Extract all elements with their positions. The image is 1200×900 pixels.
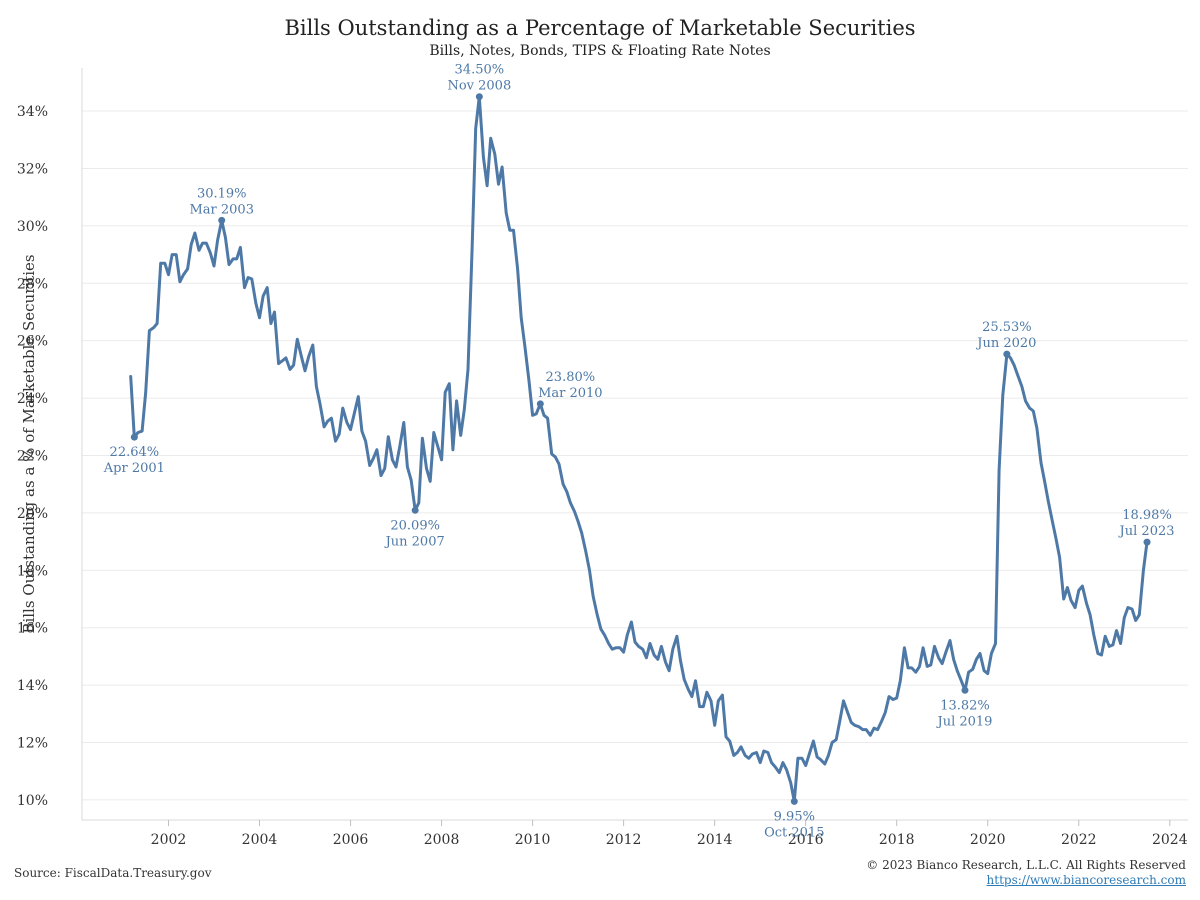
x-tick-label: 2016 xyxy=(788,832,824,848)
annotation-value: 18.98% xyxy=(1122,508,1172,523)
y-tick-label: 12% xyxy=(17,736,48,752)
y-tick-label: 24% xyxy=(17,391,48,407)
annotation-point xyxy=(1143,538,1151,546)
y-tick-label: 20% xyxy=(17,506,48,522)
y-tick-label: 16% xyxy=(17,621,48,637)
y-tick-label: 14% xyxy=(17,678,48,694)
chart-title: Bills Outstanding as a Percentage of Mar… xyxy=(284,16,916,40)
annotation-date: Nov 2008 xyxy=(447,79,511,94)
y-tick-label: 26% xyxy=(17,334,48,350)
annotation-value: 9.95% xyxy=(774,809,815,824)
y-tick-label: 30% xyxy=(17,219,48,235)
y-tick-label: 10% xyxy=(17,793,48,809)
website-link[interactable]: https://www.biancoresearch.com xyxy=(986,873,1186,887)
y-tick-label: 32% xyxy=(17,161,48,177)
annotation-point xyxy=(218,216,226,224)
axis-layer: 10% 12% 14% 16% 18% 20% 22% 24% 26% 28% 30% 32% 34% 2… xyxy=(17,68,1188,848)
annotation-point xyxy=(961,686,969,694)
annotation-value: 23.80% xyxy=(546,370,596,385)
annotation-date: Jul 2019 xyxy=(935,714,992,729)
annotation-point xyxy=(536,400,544,408)
series-layer xyxy=(129,95,1149,803)
x-tick-label: 2010 xyxy=(515,832,551,848)
y-tick-label: 22% xyxy=(17,448,48,464)
x-tick-label: 2006 xyxy=(333,832,369,848)
y-tick-label: 34% xyxy=(17,104,48,120)
annotation-date: Jun 2007 xyxy=(384,534,445,549)
x-tick-label: 2024 xyxy=(1152,832,1188,848)
annotation-value: 20.09% xyxy=(390,518,440,533)
annotation-date: Jun 2020 xyxy=(975,336,1036,351)
x-tick-label: 2004 xyxy=(242,832,278,848)
annotation-date: Oct 2015 xyxy=(764,825,824,840)
x-tick-label: 2008 xyxy=(424,832,460,848)
x-tick-label: 2002 xyxy=(151,832,187,848)
annotation-point xyxy=(1003,350,1011,358)
annotation-value: 34.50% xyxy=(455,63,505,78)
annotation-value: 22.64% xyxy=(110,445,160,460)
copyright-note: © 2023 Bianco Research, L.L.C. All Right… xyxy=(866,858,1186,872)
chart-subtitle: Bills, Notes, Bonds, TIPS & Floating Rat… xyxy=(429,43,771,59)
annotation-point xyxy=(790,797,798,805)
annotation-value: 13.82% xyxy=(940,698,990,713)
y-tick-label: 28% xyxy=(17,276,48,292)
annotation-value: 25.53% xyxy=(982,320,1032,335)
annotation-date: Jul 2023 xyxy=(1118,524,1175,539)
x-tick-label: 2020 xyxy=(970,832,1006,848)
annotation-value: 30.19% xyxy=(197,186,247,201)
source-note: Source: FiscalData.Treasury.gov xyxy=(14,866,212,880)
annotation-point xyxy=(475,93,483,101)
annotation-date: Apr 2001 xyxy=(103,461,165,476)
y-axis-label: Bills Outstanding as a % of Marketable S… xyxy=(20,254,38,633)
x-tick-label: 2018 xyxy=(879,832,915,848)
x-tick-label: 2012 xyxy=(606,832,642,848)
annotation-point xyxy=(130,433,138,441)
x-tick-label: 2022 xyxy=(1061,832,1097,848)
annotation-point xyxy=(411,506,419,514)
x-tick-label: 2014 xyxy=(697,832,733,848)
y-tick-label: 18% xyxy=(17,563,48,579)
annotation-date: Mar 2003 xyxy=(189,202,254,217)
annotation-date: Mar 2010 xyxy=(538,386,603,401)
series-line xyxy=(129,95,1149,803)
